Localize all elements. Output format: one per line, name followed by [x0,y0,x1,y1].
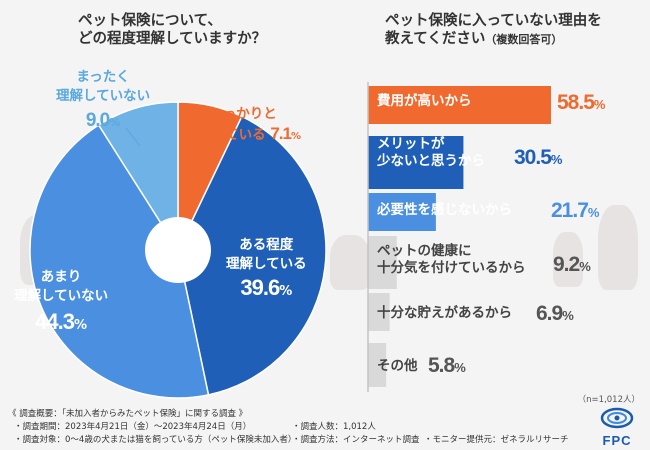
pie-label-little-unit: % [73,318,87,333]
bar-pct-merit: 30.5% [514,146,563,170]
footer-survey-period: ・調査期間：2023年4月21日（金）～2023年4月24日（月） [14,422,252,432]
pie-label-little-line2: 理解していない [14,288,109,304]
bar-pct-savings: 6.9% [536,302,574,326]
bar-pct-merit-unit: % [550,152,563,167]
background-dog-silhouette [598,205,638,290]
pie-label-little-line1: あまり [40,269,82,285]
pie-slice-none [97,101,179,253]
pie-label-little: あまり 理解していない 44.3% [14,268,108,335]
footer-survey-overview: 《 調査概要：「未加入者からみたペット保険」に関する調査 》 [8,409,248,419]
pie-leader-none [125,127,141,147]
pie-label-some-unit: % [279,284,293,299]
right-title-line2: 教えてください [385,31,486,47]
bar-label-savings: 十分な貯えがあるから [377,305,512,322]
bar-pct-merit-value: 30.5 [514,146,552,169]
bar-pct-savings-value: 6.9 [536,302,563,325]
pie-label-some-pct: 39.6 [240,275,280,300]
bar-label-health-line2: 十分気を付けているから [377,260,526,276]
bar-pct-health-unit: % [579,259,591,274]
pie-leader-firm [179,131,193,147]
pie-label-none-line2: 理解していない [56,88,151,104]
pie-label-firm-pct: 7.1 [270,124,292,143]
bar-pct-health: 9.2% [553,253,591,277]
pie-label-none: まったく 理解していない 9.0% [56,68,150,132]
pie-slice-little [29,124,210,399]
bar-pct-cost: 58.5% [557,91,606,115]
pie-label-firm-unit: % [290,131,301,142]
bar-label-health: ペットの健康に 十分気を付けているから [377,243,526,277]
bar-pct-need-value: 21.7 [551,199,589,222]
fpc-logo-text: FPC [602,433,632,448]
background-dog-silhouette [330,235,370,290]
right-title-note: （複数回答可） [485,33,563,46]
pie-label-some-line2: 理解している [226,256,307,272]
bar-label-need: 必要性を感じないから [377,202,512,219]
bar-pct-savings-unit: % [562,308,574,323]
left-title-line2: どの程度理解していますか？ [78,31,267,47]
bar-cost [368,86,551,124]
bar-pct-need: 21.7% [551,199,600,223]
fpc-logo-icon [600,407,634,429]
right-title-line1: ペット保険に入っていない理由を [385,13,602,29]
bar-label-other-text: その他 [377,358,418,374]
footer-survey-method: ・調査方法：インターネット調査 [292,435,420,445]
left-title-line1: ペット保険について、 [78,13,222,29]
bar-pct-cost-value: 58.5 [557,91,595,114]
bar-label-merit-line1: メリットが [377,136,445,152]
footer-survey-target: ・調査対象：0～4歳の犬または猫を飼っている方（ペット保険未加入者） [14,435,297,445]
bar-label-cost: 費用が高いから [377,93,472,110]
sample-size-label: （n=1,012人） [577,395,640,405]
pie-label-some: ある程度 理解している 39.6% [226,236,307,301]
bar-merit [368,136,464,189]
pie-label-none-unit: % [109,116,121,129]
pie-label-none-pct: 9.0 [85,110,110,131]
background-cat-silhouette [553,232,583,287]
bar-other [368,343,387,387]
bar-pct-other: 5.8% [428,354,466,378]
footer-monitor-provider: ・モニター提供元：ゼネラルリサーチ [424,435,569,445]
fpc-logo: FPC [597,407,637,448]
bar-pct-cost-unit: % [593,97,606,112]
pie-label-little-pct: 44.3 [35,309,75,334]
bar-need [368,193,436,231]
right-chart-title: ペット保険に入っていない理由を 教えてください（複数回答可） [385,12,602,49]
bar-label-merit: メリットが 少ないと思うから [377,136,485,170]
bar-savings [368,293,390,331]
bar-label-need-text: 必要性を感じないから [377,202,512,218]
footer-survey-count: ・調査人数：1,012人 [292,422,376,432]
pie-label-none-line1: まったく [76,69,130,85]
bar-label-cost-text: 費用が高いから [377,93,472,109]
pie-label-firm-line1: しっかりと [209,106,277,122]
bar-pct-health-value: 9.2 [553,253,580,276]
bar-label-merit-line2: 少ないと思うから [377,153,485,169]
pie-slice-some [177,115,327,396]
bar-pct-need-unit: % [587,205,600,220]
bar-label-other: その他 [377,358,418,375]
left-chart-title: ペット保険について、 どの程度理解していますか？ [78,12,266,48]
bar-pct-other-unit: % [454,360,466,375]
pie-center-hole [145,217,211,283]
pie-label-some-line1: ある程度 [239,237,294,253]
bar-label-savings-text: 十分な貯えがあるから [377,305,512,321]
bar-label-health-line1: ペットの健康に [377,243,472,259]
bar-pct-other-value: 5.8 [428,354,455,377]
pie-label-firm: しっかりと 理解している 7.1% [185,105,301,146]
pie-label-firm-line2: 理解している [185,127,266,143]
bar-health [368,236,397,289]
